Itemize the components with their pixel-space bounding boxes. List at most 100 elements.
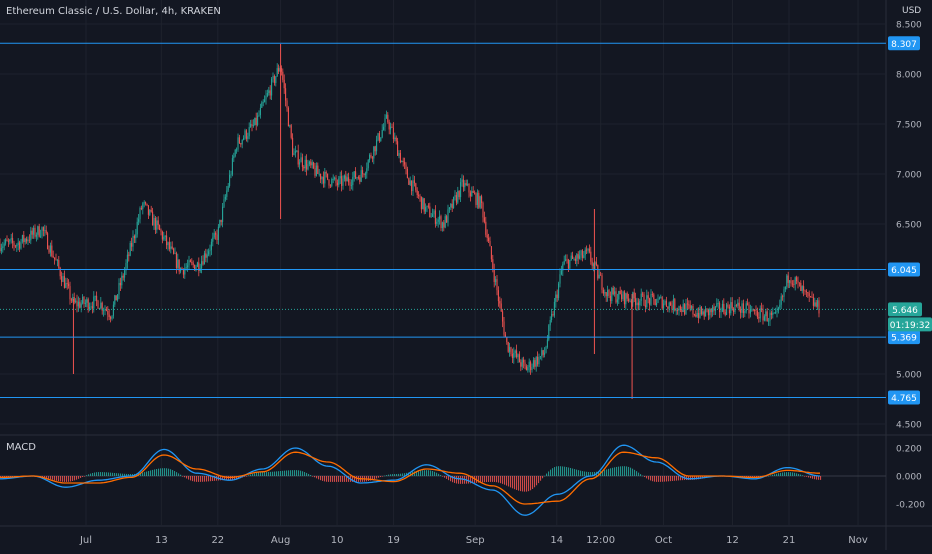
candle-body bbox=[724, 312, 726, 315]
candle-body bbox=[82, 297, 84, 304]
candle-body bbox=[94, 295, 96, 297]
candle-body bbox=[156, 220, 158, 230]
candle-body bbox=[201, 261, 203, 269]
macd-histogram-bar bbox=[438, 473, 440, 476]
macd-histogram-bar bbox=[374, 476, 376, 480]
candle-body bbox=[243, 137, 245, 140]
macd-tick-label: 0.000 bbox=[896, 473, 922, 483]
candle-body bbox=[420, 196, 422, 210]
candle-body bbox=[506, 337, 508, 343]
macd-histogram-bar bbox=[544, 475, 546, 477]
candle-body bbox=[289, 125, 291, 127]
candle-body bbox=[61, 276, 63, 282]
candle-body bbox=[657, 298, 659, 303]
candle-body bbox=[93, 296, 95, 309]
candle-body bbox=[381, 129, 383, 138]
candle-body bbox=[639, 300, 641, 306]
macd-histogram-bar bbox=[636, 471, 638, 476]
candle-body bbox=[461, 179, 463, 183]
candle-body bbox=[329, 185, 331, 187]
macd-histogram-bar bbox=[448, 476, 450, 481]
candle-body bbox=[489, 240, 491, 247]
macd-histogram-bar bbox=[164, 468, 166, 476]
candle-body bbox=[597, 265, 599, 279]
candle-body bbox=[299, 162, 301, 165]
macd-histogram-bar bbox=[786, 472, 788, 476]
candle-body bbox=[595, 262, 597, 266]
candle-body bbox=[192, 262, 194, 265]
candle-body bbox=[20, 241, 22, 249]
macd-histogram-bar bbox=[632, 468, 634, 476]
candle-body bbox=[756, 310, 758, 318]
candle-body bbox=[378, 133, 380, 141]
candle-body bbox=[702, 311, 704, 315]
candle-body bbox=[541, 350, 543, 357]
candle-body bbox=[616, 299, 618, 303]
candle-body bbox=[406, 168, 408, 179]
macd-histogram-bar bbox=[782, 472, 784, 476]
macd-histogram-bar bbox=[324, 476, 326, 482]
macd-histogram-bar bbox=[460, 476, 462, 484]
candle-body bbox=[110, 317, 112, 319]
macd-histogram-bar bbox=[312, 476, 314, 477]
macd-histogram-bar bbox=[806, 476, 808, 477]
macd-histogram-bar bbox=[508, 476, 510, 487]
candle-body bbox=[656, 302, 658, 306]
candle-body bbox=[44, 230, 46, 231]
candle-body bbox=[607, 290, 609, 297]
macd-histogram-bar bbox=[388, 474, 390, 476]
candle-body bbox=[513, 353, 515, 358]
candle-body bbox=[257, 115, 259, 125]
time-tick-label: 19 bbox=[387, 535, 400, 546]
candle-body bbox=[409, 180, 411, 185]
macd-histogram-bar bbox=[278, 471, 280, 476]
time-tick-label: 22 bbox=[211, 535, 224, 546]
candle-body bbox=[96, 295, 98, 301]
candle-body bbox=[751, 309, 753, 311]
last-price-label-bg bbox=[888, 302, 922, 317]
candle-body bbox=[324, 172, 326, 184]
candle-body bbox=[374, 146, 376, 152]
candle-body bbox=[217, 226, 219, 241]
candle-body bbox=[412, 180, 414, 192]
candle-body bbox=[551, 313, 553, 321]
candle-body bbox=[741, 303, 743, 313]
candle-body bbox=[147, 205, 149, 215]
candle-body bbox=[710, 308, 712, 313]
macd-histogram-bar bbox=[306, 472, 308, 476]
candle-body bbox=[661, 297, 663, 309]
macd-histogram-bar bbox=[190, 476, 192, 481]
candle-body bbox=[189, 260, 191, 263]
candle-body bbox=[42, 227, 44, 231]
candle-body bbox=[664, 300, 666, 304]
candle-body bbox=[524, 362, 526, 367]
candle-body bbox=[390, 126, 392, 130]
candle-body bbox=[191, 262, 193, 263]
time-tick-label: 12 bbox=[726, 535, 739, 546]
macd-histogram-bar bbox=[474, 476, 476, 484]
macd-histogram-bar bbox=[172, 470, 174, 476]
macd-histogram-bar bbox=[554, 467, 556, 476]
candle-body bbox=[698, 313, 700, 318]
candle-body bbox=[195, 266, 197, 271]
candle-body bbox=[644, 305, 646, 308]
candle-body bbox=[401, 160, 403, 163]
macd-histogram-bar bbox=[348, 476, 350, 482]
candle-body bbox=[3, 243, 5, 247]
macd-histogram-bar bbox=[268, 471, 270, 476]
candle-body bbox=[615, 291, 617, 303]
candle-body bbox=[353, 171, 355, 178]
macd-histogram-bar bbox=[670, 476, 672, 482]
candle-body bbox=[460, 182, 462, 198]
candle-body bbox=[807, 292, 809, 294]
macd-histogram-bar bbox=[336, 476, 338, 482]
macd-histogram-bar bbox=[48, 476, 50, 479]
candle-body bbox=[331, 179, 333, 186]
macd-histogram-bar bbox=[328, 476, 330, 482]
candle-body bbox=[332, 178, 334, 180]
candle-body bbox=[339, 176, 341, 179]
candle-body bbox=[371, 157, 373, 159]
macd-histogram-bar bbox=[516, 476, 518, 490]
